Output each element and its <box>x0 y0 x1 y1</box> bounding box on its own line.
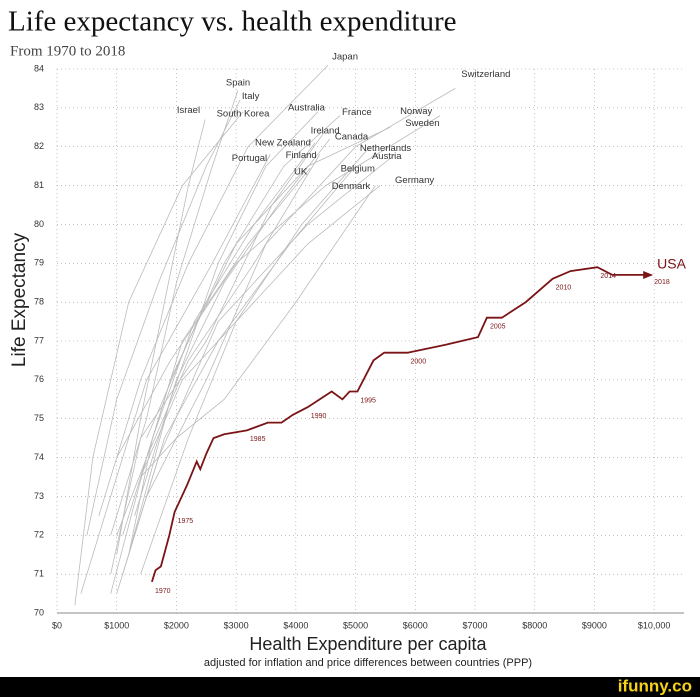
x-axis-label: Health Expenditure per capita <box>249 634 487 654</box>
x-axis-sublabel: adjusted for inflation and price differe… <box>204 657 532 669</box>
country-line <box>128 111 319 555</box>
x-tick-label: $4000 <box>283 620 308 630</box>
y-axis-label: Life Expectancy <box>9 232 30 367</box>
country-line <box>140 185 376 478</box>
y-tick-label: 70 <box>34 607 44 617</box>
country-line <box>134 138 331 517</box>
country-line <box>116 115 441 458</box>
year-label: 2005 <box>490 324 506 331</box>
usa-line <box>151 266 652 583</box>
country-label: Austria <box>372 151 402 162</box>
country-label: Portugal <box>232 153 267 164</box>
x-tick-label: $1000 <box>104 620 129 630</box>
country-line <box>146 126 391 439</box>
country-label: Netherlands <box>360 143 411 154</box>
country-label: Italy <box>242 91 260 102</box>
y-tick-label: 73 <box>34 491 44 501</box>
country-line <box>116 167 311 536</box>
year-label: 2014 <box>600 273 616 280</box>
country-label: New Zealand <box>255 137 311 148</box>
y-tick-label: 79 <box>34 258 44 268</box>
y-tick-label: 80 <box>34 219 44 229</box>
country-label: Denmark <box>332 181 371 192</box>
country-line <box>128 142 316 555</box>
country-label: Germany <box>395 175 434 186</box>
country-line <box>110 154 321 594</box>
series-label: USA <box>657 256 686 272</box>
country-line <box>116 154 396 594</box>
y-tick-label: 72 <box>34 530 44 540</box>
x-tick-label: $0 <box>52 620 62 630</box>
country-label: Switzerland <box>461 69 510 80</box>
country-line <box>140 185 381 575</box>
y-tick-label: 83 <box>34 102 44 112</box>
year-label: 2010 <box>556 285 572 292</box>
y-tick-label: 75 <box>34 413 44 423</box>
country-label: Sweden <box>405 118 439 129</box>
year-label: 2000 <box>411 359 427 366</box>
arrow-head <box>643 270 654 279</box>
x-tick-label: $10,000 <box>638 620 671 630</box>
year-label: 1975 <box>178 518 194 525</box>
country-line <box>86 99 241 536</box>
country-label: Finland <box>286 150 317 161</box>
year-label: 1970 <box>155 588 171 595</box>
year-label: 1990 <box>311 413 327 420</box>
country-label: Spain <box>226 78 250 89</box>
country-label: Japan <box>332 52 358 63</box>
x-tick-label: $3000 <box>224 620 249 630</box>
chart-subtitle: From 1970 to 2018 <box>10 43 125 59</box>
y-tick-label: 71 <box>34 569 44 579</box>
year-label: 1995 <box>360 397 376 404</box>
y-tick-label: 82 <box>34 141 44 151</box>
country-line <box>116 119 206 555</box>
country-line <box>110 90 239 536</box>
country-line <box>98 64 329 517</box>
year-label: 1985 <box>250 436 266 443</box>
country-line <box>80 154 271 594</box>
y-tick-label: 77 <box>34 335 44 345</box>
country-line <box>74 111 244 606</box>
year-label: 2018 <box>654 279 670 286</box>
country-label: Australia <box>288 102 326 113</box>
country-label: Canada <box>335 131 369 142</box>
country-label: UK <box>294 167 308 178</box>
chart-title: Life expectancy vs. health expenditure <box>8 6 457 38</box>
country-label: Norway <box>400 106 432 117</box>
x-tick-label: $5000 <box>343 620 368 630</box>
country-label: Ireland <box>311 126 340 137</box>
country-label: Belgium <box>341 164 375 175</box>
y-tick-label: 74 <box>34 452 44 462</box>
y-tick-label: 84 <box>34 63 44 73</box>
country-label: South Korea <box>217 108 271 119</box>
x-tick-label: $9000 <box>582 620 607 630</box>
country-line <box>110 130 326 575</box>
y-tick-label: 76 <box>34 374 44 384</box>
country-label: Israel <box>177 105 200 116</box>
country-line <box>122 165 356 575</box>
x-tick-label: $2000 <box>164 620 189 630</box>
x-tick-label: $6000 <box>403 620 428 630</box>
footer-bar <box>0 677 700 697</box>
y-tick-label: 81 <box>34 180 44 190</box>
x-tick-label: $8000 <box>522 620 547 630</box>
country-label: France <box>342 107 372 118</box>
watermark: ifunny.co <box>618 676 692 695</box>
x-tick-label: $7000 <box>462 620 487 630</box>
y-tick-label: 78 <box>34 297 44 307</box>
